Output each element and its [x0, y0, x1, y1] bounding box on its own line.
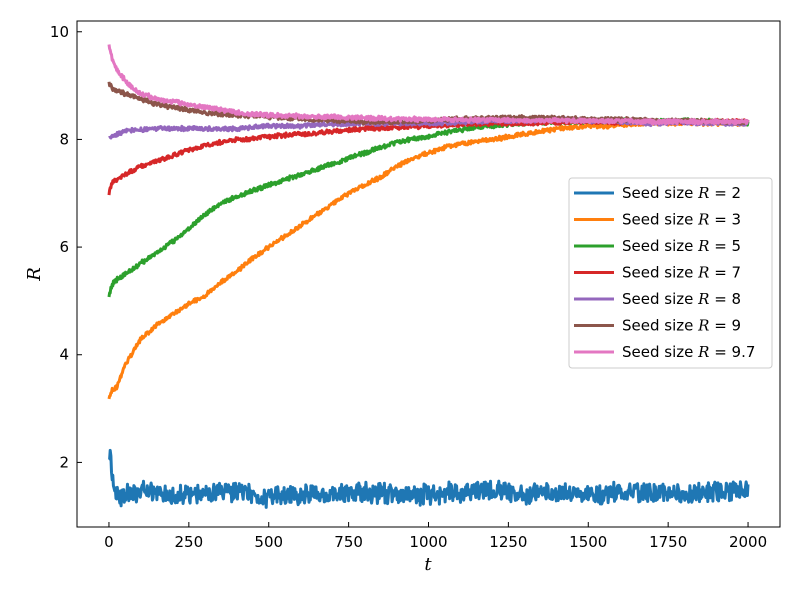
- x-tick-label: 2000: [729, 533, 767, 551]
- x-tick-label: 1750: [649, 533, 687, 551]
- x-axis-label: t: [424, 554, 432, 575]
- legend-entry: Seed size R = 2: [574, 184, 741, 202]
- y-axis-ticks: 2 4 6 8 10: [50, 23, 82, 471]
- x-tick-label: 250: [175, 533, 204, 551]
- legend-entry: Seed size R = 8: [574, 290, 741, 308]
- x-tick-label: 1250: [489, 533, 527, 551]
- x-tick-label: 1500: [569, 533, 607, 551]
- series-group: [107, 44, 750, 509]
- legend-entry: Seed size R = 3: [574, 211, 741, 229]
- series-line: [107, 44, 750, 126]
- legend-label: Seed size R = 2: [622, 184, 741, 202]
- y-tick-label: 6: [59, 238, 69, 256]
- legend-label: Seed size R = 3: [622, 211, 741, 229]
- legend: Seed size R = 2 Seed size R = 3 Seed size …: [568, 177, 773, 369]
- y-tick-label: 4: [59, 346, 69, 364]
- x-tick-label: 1000: [409, 533, 447, 551]
- legend-label: Seed size R = 7: [622, 264, 741, 282]
- legend-label: Seed size R = 9.7: [622, 343, 755, 361]
- legend-items: Seed size R = 2 Seed size R = 3 Seed size …: [574, 184, 755, 361]
- legend-label: Seed size R = 8: [622, 290, 741, 308]
- x-tick-label: 750: [334, 533, 363, 551]
- x-tick-label: 0: [104, 533, 114, 551]
- series-line: [108, 448, 750, 509]
- legend-label: Seed size R = 9: [622, 317, 741, 335]
- y-tick-label: 2: [59, 453, 69, 471]
- x-axis-ticks: 0 250 500 750 1000 1250 1500 1750 2000: [104, 522, 767, 551]
- y-axis-label: R: [24, 267, 45, 282]
- x-tick-label: 500: [254, 533, 283, 551]
- legend-label: Seed size R = 5: [622, 237, 741, 255]
- legend-entry: Seed size R = 9: [574, 317, 741, 335]
- legend-frame: [568, 177, 773, 369]
- legend-entry: Seed size R = 7: [574, 264, 741, 282]
- y-tick-label: 8: [59, 130, 69, 148]
- y-tick-label: 10: [50, 23, 69, 41]
- legend-entry: Seed size R = 5: [574, 237, 741, 255]
- legend-entry: Seed size R = 9.7: [574, 343, 755, 361]
